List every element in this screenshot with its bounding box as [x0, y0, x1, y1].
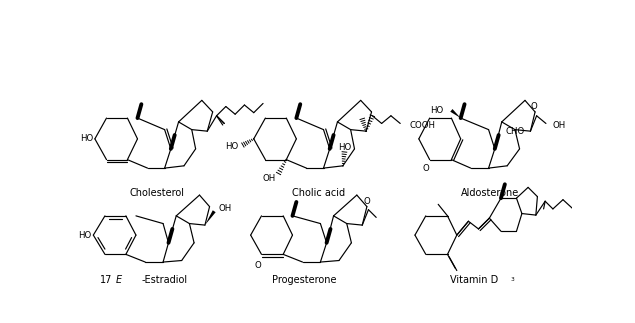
Text: OH: OH: [219, 204, 232, 213]
Text: Cholesterol: Cholesterol: [130, 188, 184, 198]
Text: HO: HO: [77, 231, 91, 240]
Text: HO: HO: [338, 143, 351, 152]
Text: -Estradiol: -Estradiol: [142, 275, 187, 285]
Text: O: O: [530, 102, 537, 111]
Text: HO: HO: [80, 134, 93, 143]
Polygon shape: [205, 210, 216, 225]
Text: E: E: [116, 275, 122, 285]
Text: Vitamin D: Vitamin D: [450, 275, 498, 285]
Text: O: O: [363, 197, 370, 206]
Text: Progesterone: Progesterone: [272, 275, 337, 285]
Text: Cholic acid: Cholic acid: [291, 188, 345, 198]
Text: OH: OH: [552, 120, 565, 130]
Text: 17: 17: [100, 275, 112, 285]
Text: OH: OH: [262, 174, 276, 182]
Polygon shape: [450, 109, 460, 118]
Text: O: O: [254, 261, 261, 270]
Text: HO: HO: [225, 142, 238, 151]
Text: O: O: [422, 164, 429, 173]
Text: HO: HO: [431, 106, 444, 115]
Text: COOH: COOH: [410, 120, 436, 130]
Text: Aldosterone: Aldosterone: [461, 188, 519, 198]
Text: $_3$: $_3$: [511, 275, 516, 284]
Text: CHO: CHO: [505, 128, 525, 136]
